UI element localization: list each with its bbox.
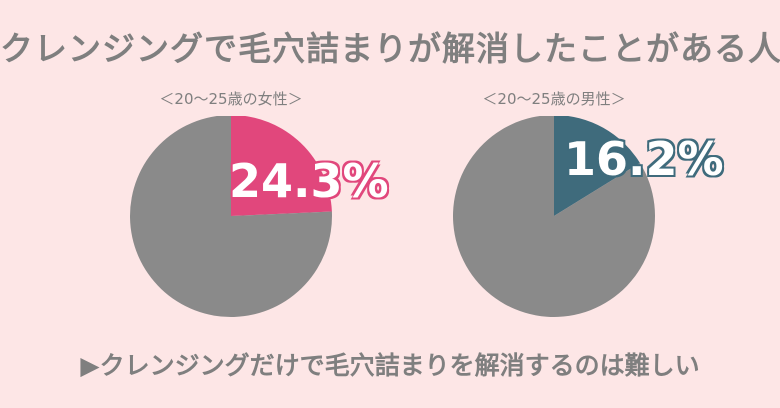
conclusion-text: ▶クレンジングだけで毛穴詰まりを解消するのは難しい <box>80 351 700 380</box>
women-pie-panel: ＜20〜25歳の女性＞ 24.3% <box>81 88 389 328</box>
women-rest-slice <box>130 116 332 317</box>
women-percentage-label: 24.3% <box>229 154 389 208</box>
men-pie-panel: ＜20〜25歳の男性＞ 16.2% <box>404 88 724 328</box>
men-slice <box>554 116 640 216</box>
women-slice <box>231 116 332 216</box>
women-pie-title: ＜20〜25歳の女性＞ <box>159 90 303 108</box>
men-percentage-label: 16.2% <box>564 132 724 186</box>
men-pie-title: ＜20〜25歳の男性＞ <box>482 90 626 108</box>
women-pie-chart <box>130 116 332 317</box>
men-pie-chart <box>453 116 655 317</box>
chart-title: クレンジングで毛穴詰まりが解消したことがある人 <box>0 29 780 68</box>
men-rest-slice <box>453 116 655 317</box>
